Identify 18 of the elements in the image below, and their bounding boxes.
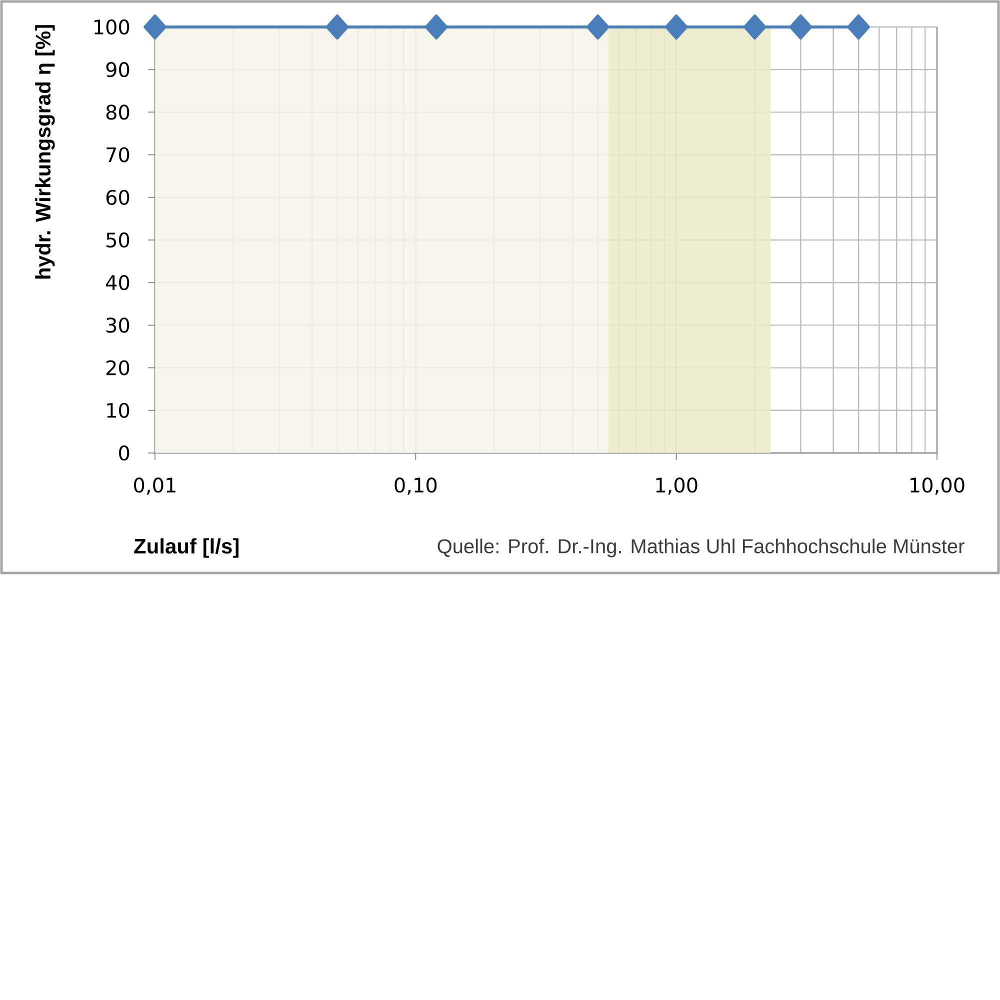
x-axis-title: Zulauf [l/s] <box>134 538 238 558</box>
y-axis-title: hydr. Wirkungsgrad η [%] <box>35 25 55 279</box>
x-tick-label: 0,10 <box>394 478 437 495</box>
x-tick-label: 0,01 <box>134 478 176 495</box>
source-note: Quelle: Prof. Dr.-Ing. Mathias Uhl Fachhochschule Münster <box>438 538 964 558</box>
y-tick-label: 10 <box>107 402 130 418</box>
y-tick-label: 60 <box>106 190 130 205</box>
y-tick-label: 50 <box>106 232 130 248</box>
y-tick-label: 80 <box>106 104 130 120</box>
y-tick-label: 70 <box>106 147 130 162</box>
y-tick-label: 30 <box>106 318 130 333</box>
y-tick-label: 90 <box>106 62 130 78</box>
y-tick-label: 0 <box>119 445 130 461</box>
y-tick-label: 100 <box>94 19 130 35</box>
y-tick-label: 20 <box>106 360 130 376</box>
x-tick-label: 1,00 <box>656 478 698 495</box>
x-tick-label: 10,00 <box>910 478 964 495</box>
y-tick-label: 40 <box>106 275 130 290</box>
